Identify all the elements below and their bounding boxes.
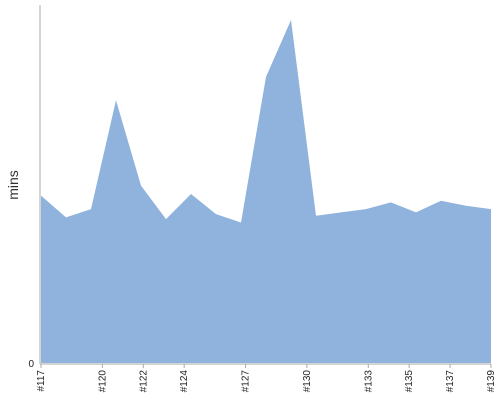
x-tick-label: #122 <box>138 370 149 393</box>
y-axis-label: mins <box>5 170 21 200</box>
x-axis-ticks: #117 #120 #122 #124 #127 #130 #133 #135 #137 #139 <box>36 364 497 392</box>
x-tick-label: #124 <box>179 370 190 393</box>
x-tick-label: #133 <box>363 370 374 393</box>
x-tick-label: #127 <box>241 370 252 393</box>
x-tick-label: #137 <box>445 370 456 393</box>
x-tick-label: #130 <box>302 370 313 393</box>
x-tick-label: #117 <box>36 370 47 392</box>
x-tick-label: #120 <box>97 370 108 393</box>
y-tick-label: 0 <box>28 359 34 370</box>
series-area <box>41 20 491 363</box>
plot-area <box>41 20 491 363</box>
x-tick-label: #139 <box>486 370 497 393</box>
y-axis-ticks: 0 <box>28 359 34 370</box>
x-tick-label: #135 <box>404 370 415 393</box>
